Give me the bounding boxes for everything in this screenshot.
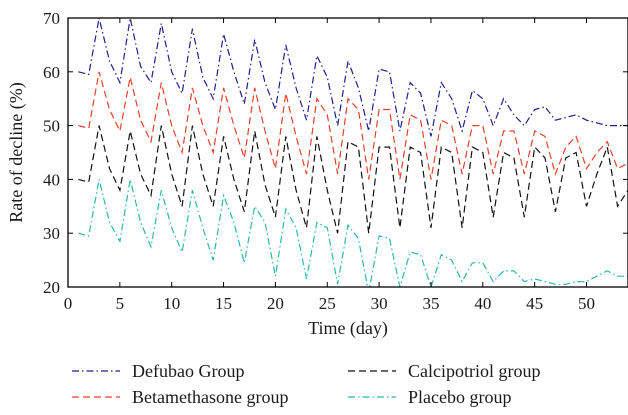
- legend-label: Calcipotriol group: [408, 361, 540, 381]
- axis-ticks-layer: 0 5 10 15 20 25 30 35 40 45 50 20 30 40 50 60 70: [43, 9, 628, 313]
- x-tick-label: 30: [371, 294, 388, 313]
- x-axis-title: Time (day): [308, 318, 388, 339]
- y-tick-label: 50: [43, 117, 60, 136]
- series-line-calcipotriol-group: [78, 125, 628, 234]
- x-tick-label: 20: [267, 294, 284, 313]
- x-tick-label: 50: [578, 294, 595, 313]
- y-tick-label: 60: [43, 63, 60, 82]
- y-axis-title: Rate of decline (%): [6, 82, 27, 222]
- legend-label: Defubao Group: [132, 361, 244, 381]
- y-tick-label: 40: [43, 170, 60, 189]
- series-line-placebo-group: [78, 179, 628, 287]
- x-tick-label: 25: [319, 294, 336, 313]
- series-line-betamethasone-group: [78, 71, 628, 180]
- legend-label: Placebo group: [408, 387, 511, 407]
- plot-frame: [67, 17, 628, 288]
- y-tick-label: 30: [43, 224, 60, 243]
- x-tick-label: 10: [163, 294, 180, 313]
- x-tick-label: 5: [116, 294, 125, 313]
- series-line-defubao-group: [78, 18, 628, 137]
- y-tick-label: 70: [43, 9, 60, 28]
- chart-legend: Defubao Group Calcipotriol group Betametha…: [72, 361, 540, 407]
- x-tick-label: 15: [215, 294, 232, 313]
- x-tick-label: 35: [422, 294, 439, 313]
- y-tick-label: 20: [43, 278, 60, 297]
- plot-series-layer: [78, 18, 628, 287]
- x-tick-label: 0: [64, 294, 73, 313]
- x-tick-label: 45: [526, 294, 543, 313]
- x-tick-label: 40: [474, 294, 491, 313]
- legend-label: Betamethasone group: [132, 387, 288, 407]
